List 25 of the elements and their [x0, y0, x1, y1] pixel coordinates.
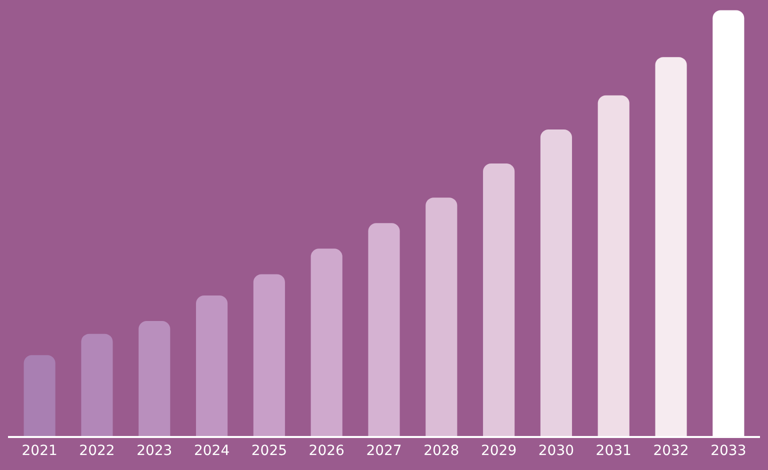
- bar: [598, 95, 630, 436]
- x-tick-label: 2026: [308, 442, 344, 459]
- bar: [368, 223, 400, 436]
- x-tick-label: 2023: [136, 442, 172, 459]
- x-tick-label: 2030: [538, 442, 574, 459]
- bar: [426, 198, 458, 436]
- bar: [655, 57, 687, 436]
- bar: [253, 274, 285, 436]
- bar: [81, 334, 113, 436]
- x-tick-label: 2025: [251, 442, 288, 459]
- x-tick-label: 2021: [22, 442, 58, 459]
- x-tick-label: 2028: [424, 442, 460, 459]
- bar: [196, 296, 228, 436]
- bar: [310, 248, 342, 436]
- bar: [24, 355, 56, 436]
- x-tick-label: 2027: [366, 442, 402, 459]
- x-tick-label: 2022: [79, 442, 115, 459]
- x-tick-label: 2024: [194, 442, 230, 459]
- x-tick-label: 2033: [710, 442, 746, 459]
- x-tick-label: 2032: [653, 442, 689, 459]
- x-tick-label: 2031: [596, 442, 632, 459]
- x-tick-label: 2029: [480, 442, 517, 459]
- bar: [138, 321, 170, 436]
- bar: [483, 164, 515, 436]
- bar: [540, 129, 572, 436]
